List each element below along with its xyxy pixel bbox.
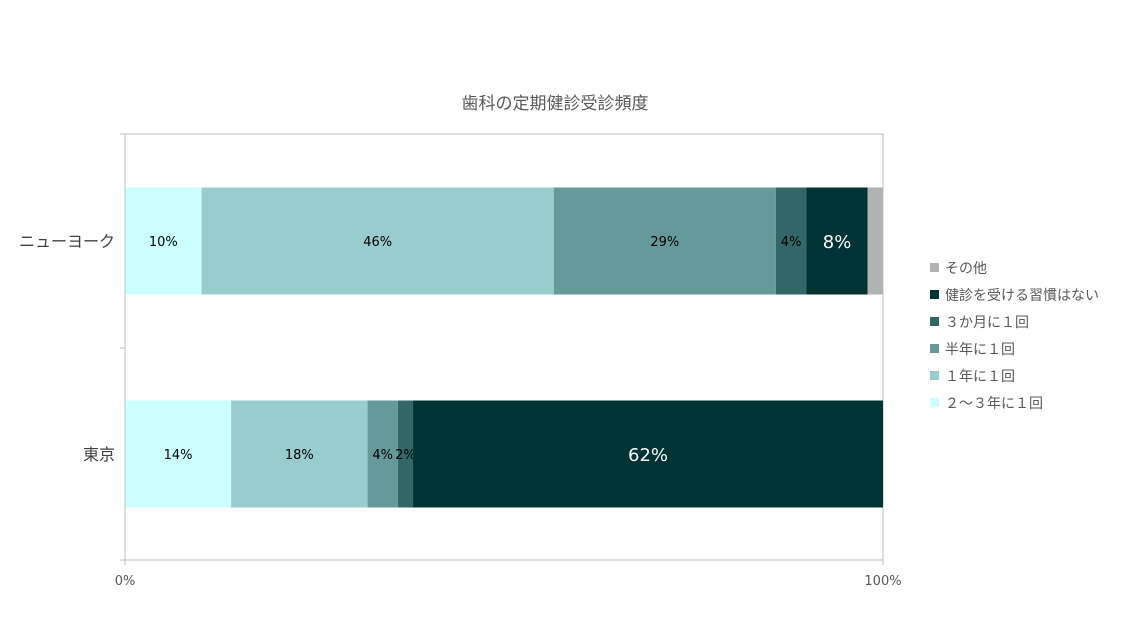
legend-swatch	[930, 290, 939, 299]
bar-segment-0-5	[867, 187, 883, 295]
data-label-1-2: 4%	[372, 448, 393, 463]
bar-segment-1-2	[367, 400, 398, 508]
data-label-1-1: 18%	[285, 448, 314, 463]
legend-label: 健診を受ける習慣はない	[945, 287, 1099, 304]
legend-item-0: その他	[930, 254, 1099, 281]
bar-segment-0-0	[125, 187, 202, 295]
x-tick-label-0: 0%	[115, 574, 136, 589]
bar-segment-0-2	[553, 187, 776, 295]
legend-swatch	[930, 344, 939, 353]
legend-item-1: 健診を受ける習慣はない	[930, 281, 1099, 308]
x-tick-label-1: 100%	[864, 574, 901, 589]
legend-label: ２～３年に１回	[945, 395, 1043, 412]
legend-label: 半年に１回	[945, 341, 1015, 358]
legend-swatch	[930, 263, 939, 272]
legend-label: ３か月に１回	[945, 314, 1029, 331]
data-label-0-4: 8%	[823, 232, 852, 253]
legend-item-5: ２～３年に１回	[930, 389, 1099, 416]
data-label-1-3: 2%	[395, 448, 416, 463]
bars: 10% 46% 29% 4% 8%14% 18% 4% 2% 62%	[125, 187, 883, 508]
bar-segment-0-4	[806, 187, 868, 295]
data-label-0-0: 10%	[149, 235, 178, 250]
legend-item-3: 半年に１回	[930, 335, 1099, 362]
legend-swatch	[930, 371, 939, 380]
chart-title: 歯科の定期健診受診頻度	[462, 94, 649, 114]
data-label-0-2: 29%	[650, 235, 679, 250]
legend-swatch	[930, 398, 939, 407]
legend-item-2: ３か月に１回	[930, 308, 1099, 335]
bar-segment-1-1	[231, 400, 368, 508]
bar-segment-1-0	[125, 400, 232, 508]
category-label-1: 東京	[83, 445, 115, 464]
category-label-0: ニューヨーク	[19, 232, 115, 251]
legend-label: １年に１回	[945, 368, 1015, 385]
legend-item-4: １年に１回	[930, 362, 1099, 389]
data-label-0-1: 46%	[363, 235, 392, 250]
legend: その他健診を受ける習慣はない ３か月に１回 半年に１回 １年に１回 ２～３年に１回	[930, 254, 1099, 416]
data-label-1-0: 14%	[164, 448, 193, 463]
data-label-1-4: 62%	[628, 445, 668, 466]
bar-segment-1-4	[413, 400, 883, 508]
bar-segment-1-3	[397, 400, 414, 508]
data-label-0-3: 4%	[781, 235, 802, 250]
legend-swatch	[930, 317, 939, 326]
bar-segment-0-1	[201, 187, 554, 295]
bar-segment-0-3	[775, 187, 807, 295]
legend-label: その他	[945, 260, 987, 277]
